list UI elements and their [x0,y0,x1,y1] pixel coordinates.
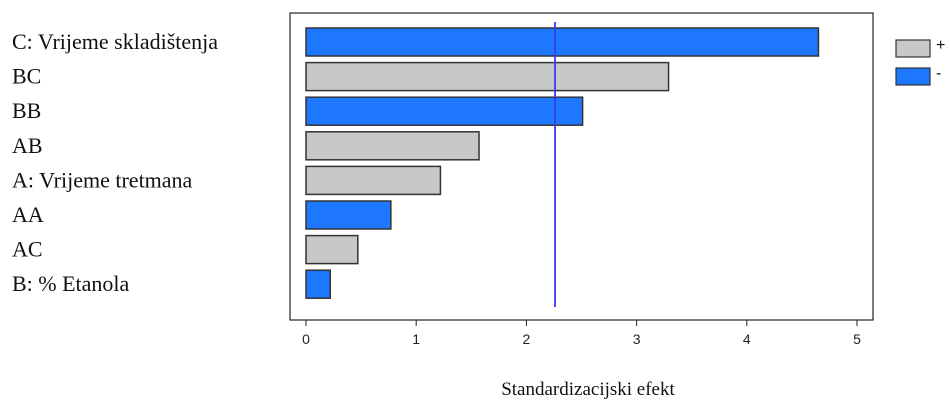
category-label: A: Vrijeme tretmana [12,167,193,192]
x-axis-title: Standardizacijski efekt [501,379,675,400]
bar [305,27,820,57]
x-tick-label: 0 [302,331,310,347]
bar [305,61,670,92]
category-label: AC [12,237,43,262]
bar [305,165,442,196]
bar [305,269,331,299]
bar [305,96,584,126]
x-axis-ticks: 0 1 2 3 4 5 [302,320,861,347]
legend-swatch [895,39,931,58]
bar [305,131,480,161]
category-label: B: % Etanola [12,271,130,296]
category-label: AA [12,202,44,227]
category-label: BC [12,64,41,89]
legend-label: - [936,65,941,82]
x-tick-label: 2 [523,331,531,347]
legend: +- [895,37,945,86]
x-tick-label: 1 [412,331,420,347]
category-label: BB [12,98,41,123]
category-label: C: Vrijeme skladištenja [12,29,218,54]
legend-swatch [895,67,931,86]
bar [305,200,392,230]
category-labels: C: Vrijeme skladištenja BC BB AB A: Vrijeme … [12,29,218,296]
x-tick-label: 3 [633,331,641,347]
legend-label: + [936,37,945,54]
bar [305,234,359,265]
bars [305,27,820,299]
x-tick-label: 5 [853,331,861,347]
category-label: AB [12,133,43,158]
x-tick-label: 4 [743,331,751,347]
